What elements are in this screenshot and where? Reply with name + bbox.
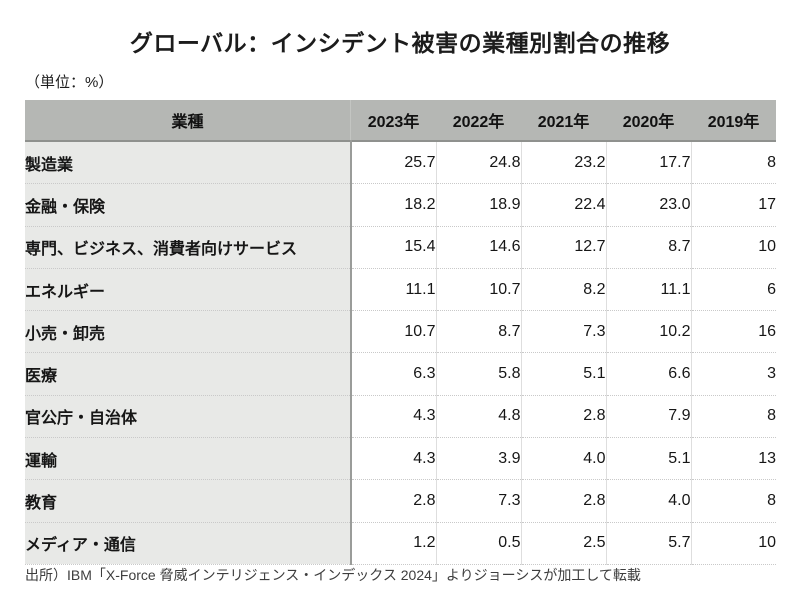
table-row: 教育 2.8 7.3 2.8 4.0 8 [25,479,776,523]
value-cell: 4.8 [435,395,521,439]
column-header-year: 2021年 [521,100,606,141]
value-cell: 5.8 [435,352,521,396]
value-cell: 8 [690,479,776,523]
table-row: 製造業 25.7 24.8 23.2 17.7 8 [25,141,776,185]
value-cell: 10 [690,522,776,565]
table-row: メディア・通信 1.2 0.5 2.5 5.7 10 [25,522,776,565]
value-cell: 5.1 [520,352,606,396]
value-cell: 11.1 [350,268,436,312]
industry-cell: 専門、ビジネス、消費者向けサービス [25,226,352,269]
value-cell: 6 [690,268,776,312]
value-cell: 8 [690,395,776,439]
table-header-row: 業種 2023年 2022年 2021年 2020年 2019年 [25,100,776,141]
value-cell: 24.8 [435,141,521,185]
industry-cell: 小売・卸売 [25,310,352,354]
industry-share-table: 業種 2023年 2022年 2021年 2020年 2019年 製造業 25.7 24.8 2… [25,100,776,565]
value-cell: 15.4 [350,226,436,269]
value-cell: 1.2 [350,522,436,565]
value-cell: 10 [690,226,776,269]
value-cell: 7.9 [605,395,691,439]
value-cell: 2.5 [520,522,606,565]
column-header-year: 2023年 [350,100,436,141]
table-header: 業種 2023年 2022年 2021年 2020年 2019年 [25,100,776,141]
source-note: 出所）IBM「X-Force 脅威インテリジェンス・インデックス 2024」より… [25,567,641,583]
value-cell: 4.3 [350,395,436,439]
value-cell: 18.9 [435,183,521,227]
value-cell: 2.8 [350,479,436,523]
value-cell: 14.6 [435,226,521,269]
column-header-year: 2022年 [436,100,521,141]
column-header-year: 2019年 [691,100,776,141]
table-row: 運輸 4.3 3.9 4.0 5.1 13 [25,437,776,481]
page-title: グローバル：インシデント被害の業種別割合の推移 [129,30,671,56]
value-cell: 8.7 [435,310,521,354]
industry-cell: 運輸 [25,437,352,481]
industry-cell: 製造業 [25,141,352,185]
value-cell: 18.2 [350,183,436,227]
value-cell: 0.5 [435,522,521,565]
value-cell: 17 [690,183,776,227]
value-cell: 8 [690,141,776,185]
value-cell: 6.6 [605,352,691,396]
value-cell: 10.7 [435,268,521,312]
value-cell: 6.3 [350,352,436,396]
industry-cell: 医療 [25,352,352,396]
value-cell: 12.7 [520,226,606,269]
value-cell: 4.0 [605,479,691,523]
value-cell: 10.7 [350,310,436,354]
industry-cell: メディア・通信 [25,522,352,565]
table-row: 専門、ビジネス、消費者向けサービス 15.4 14.6 12.7 8.7 10 [25,226,776,269]
value-cell: 4.0 [520,437,606,481]
industry-cell: 金融・保険 [25,183,352,227]
value-cell: 3 [690,352,776,396]
table-row: 医療 6.3 5.8 5.1 6.6 3 [25,352,776,396]
value-cell: 7.3 [520,310,606,354]
table-row: 金融・保険 18.2 18.9 22.4 23.0 17 [25,183,776,227]
value-cell: 17.7 [605,141,691,185]
value-cell: 25.7 [350,141,436,185]
value-cell: 5.1 [605,437,691,481]
column-header-year: 2020年 [606,100,691,141]
value-cell: 23.0 [605,183,691,227]
table-row: 小売・卸売 10.7 8.7 7.3 10.2 16 [25,310,776,354]
value-cell: 2.8 [520,479,606,523]
value-cell: 13 [690,437,776,481]
unit-label: （単位：%） [25,74,114,91]
value-cell: 8.7 [605,226,691,269]
value-cell: 11.1 [605,268,691,312]
industry-cell: エネルギー [25,268,352,312]
value-cell: 22.4 [520,183,606,227]
table-row: エネルギー 11.1 10.7 8.2 11.1 6 [25,268,776,312]
value-cell: 4.3 [350,437,436,481]
column-header-industry: 業種 [25,100,351,141]
value-cell: 2.8 [520,395,606,439]
table-body: 製造業 25.7 24.8 23.2 17.7 8 金融・保険 18.2 18.9 22.4 23.… [25,141,776,565]
value-cell: 16 [690,310,776,354]
table-row: 官公庁・自治体 4.3 4.8 2.8 7.9 8 [25,395,776,439]
value-cell: 3.9 [435,437,521,481]
value-cell: 5.7 [605,522,691,565]
value-cell: 7.3 [435,479,521,523]
industry-cell: 教育 [25,479,352,523]
value-cell: 8.2 [520,268,606,312]
value-cell: 10.2 [605,310,691,354]
industry-cell: 官公庁・自治体 [25,395,352,439]
value-cell: 23.2 [520,141,606,185]
